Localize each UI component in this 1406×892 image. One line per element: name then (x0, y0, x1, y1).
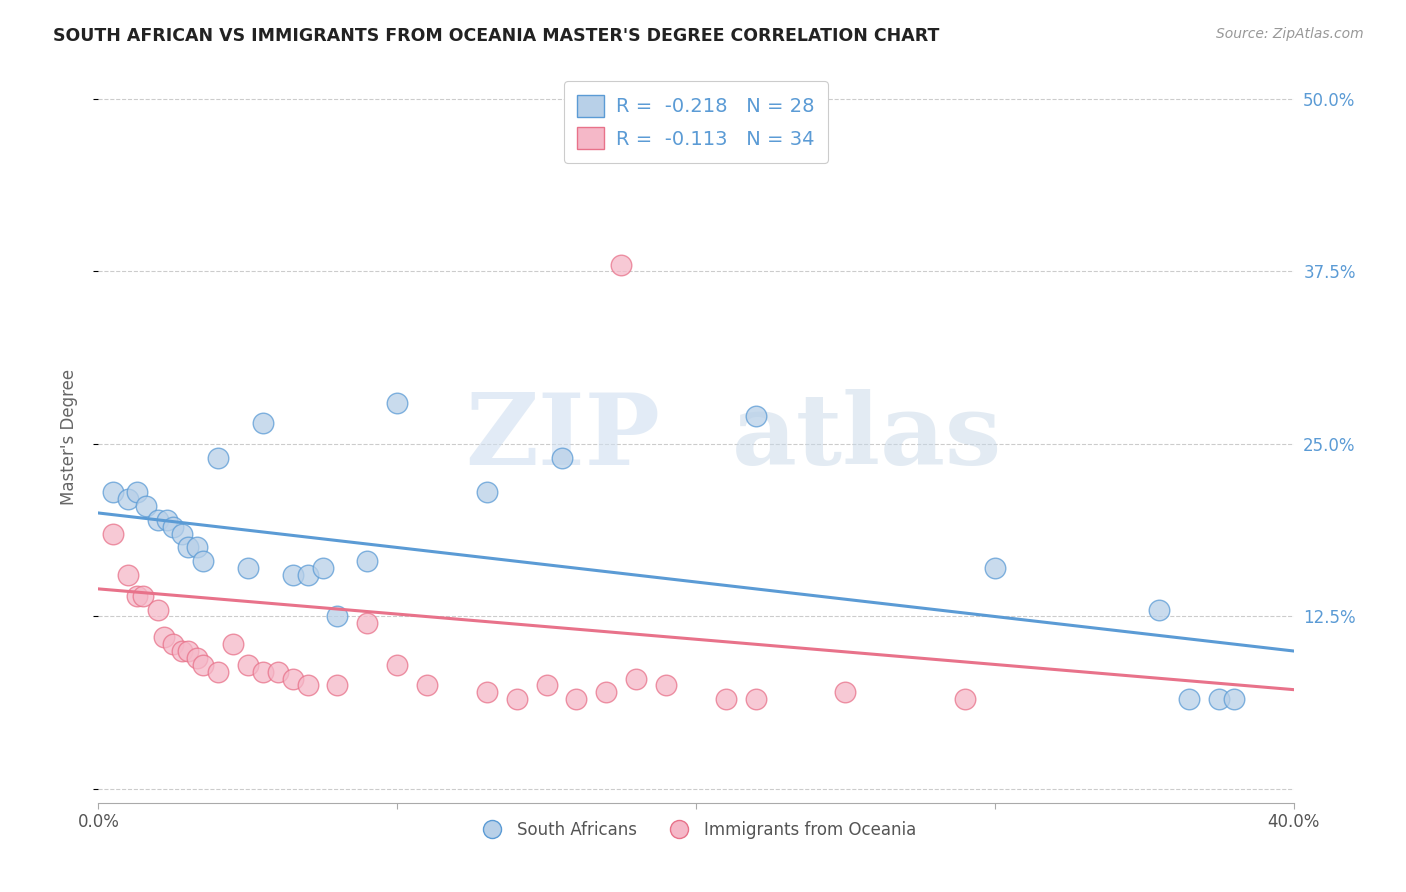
Point (236, 657, 259, 672)
Point (385, 395, 409, 409)
Point (156, 513, 179, 527)
Legend: South Africans, Immigrants from Oceania: South Africans, Immigrants from Oceania (470, 814, 922, 846)
Point (356, 616, 378, 631)
Point (162, 637, 184, 651)
Point (117, 492, 139, 507)
Point (1147, 602, 1170, 616)
Point (162, 520, 184, 534)
Point (326, 678, 349, 692)
Point (953, 692, 976, 706)
Point (550, 450, 572, 465)
Point (191, 657, 214, 672)
Point (252, 417, 274, 431)
Point (326, 609, 349, 624)
Point (297, 678, 319, 692)
Point (714, 692, 737, 706)
Point (127, 485, 149, 500)
Point (153, 630, 176, 644)
Point (1178, 692, 1201, 706)
Point (172, 644, 194, 658)
Point (655, 678, 678, 692)
Point (186, 651, 208, 665)
Point (745, 692, 768, 706)
Point (1208, 692, 1230, 706)
Point (103, 526, 125, 541)
Point (207, 450, 229, 465)
Point (984, 561, 1007, 575)
Text: SOUTH AFRICAN VS IMMIGRANTS FROM OCEANIA MASTER'S DEGREE CORRELATION CHART: SOUTH AFRICAN VS IMMIGRANTS FROM OCEANIA… (53, 27, 939, 45)
Point (177, 541, 200, 555)
Point (252, 665, 274, 679)
Y-axis label: Master's Degree: Master's Degree (59, 369, 77, 505)
Point (132, 589, 155, 603)
Point (385, 657, 409, 672)
Point (626, 672, 648, 686)
Point (148, 513, 170, 527)
Point (267, 665, 290, 679)
Point (745, 409, 768, 424)
Point (536, 678, 558, 692)
Point (135, 499, 157, 513)
Point (356, 554, 378, 568)
Point (172, 526, 194, 541)
Point (191, 554, 214, 568)
Point (281, 672, 304, 686)
Point (297, 568, 319, 582)
Point (117, 568, 139, 582)
Point (127, 589, 149, 603)
Point (186, 541, 208, 555)
Point (595, 685, 617, 699)
Point (506, 692, 529, 706)
Point (416, 678, 439, 692)
Text: Source: ZipAtlas.com: Source: ZipAtlas.com (1216, 27, 1364, 41)
Text: atlas: atlas (733, 389, 1002, 485)
Point (236, 561, 259, 575)
Point (475, 485, 498, 500)
Point (1223, 692, 1246, 706)
Point (177, 644, 200, 658)
Point (311, 561, 333, 575)
Point (834, 685, 856, 699)
Point (565, 692, 588, 706)
Point (103, 485, 125, 500)
Point (207, 665, 229, 679)
Point (222, 637, 245, 651)
Text: ZIP: ZIP (465, 389, 661, 485)
Point (148, 602, 170, 616)
Point (281, 568, 304, 582)
Point (475, 685, 498, 699)
Point (610, 258, 633, 272)
